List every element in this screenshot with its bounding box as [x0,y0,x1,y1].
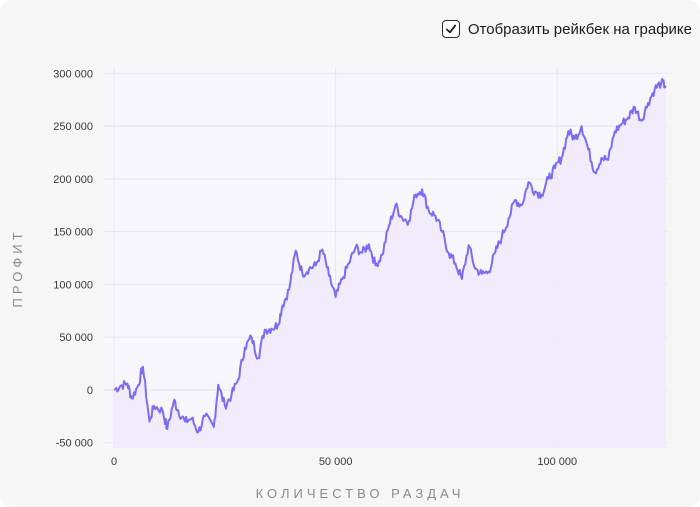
y-tick-label: 150 000 [53,227,93,239]
rakeback-toggle-label: Отобразить рейкбек на графике [467,20,692,38]
x-axis-title: КОЛИЧЕСТВО РАЗДАЧ [256,486,465,501]
y-tick-label: 250 000 [53,121,93,133]
x-axis-ticks: 0 50 000 100 000 [111,456,577,468]
x-tick-label: 100 000 [537,456,577,468]
y-axis-title: ПРОФИТ [10,228,25,307]
checkmark-icon [445,24,456,34]
x-tick-label: 50 000 [319,456,353,468]
y-tick-label: 0 [87,385,93,397]
rakeback-toggle[interactable]: Отобразить рейкбек на графике [441,17,692,41]
y-axis-ticks: -50 000 0 50 000 100 000 150 000 200 000 250 0… [53,68,93,449]
y-tick-label: 200 000 [53,174,93,186]
rakeback-checkbox[interactable] [441,20,460,38]
profit-area [114,78,666,449]
profit-line [113,77,667,434]
y-tick-label: 50 000 [59,332,93,344]
x-tick-label: 0 [111,456,117,468]
y-tick-label: -50 000 [56,438,93,450]
y-tick-label: 300 000 [53,68,93,80]
y-tick-label: 100 000 [53,279,93,291]
